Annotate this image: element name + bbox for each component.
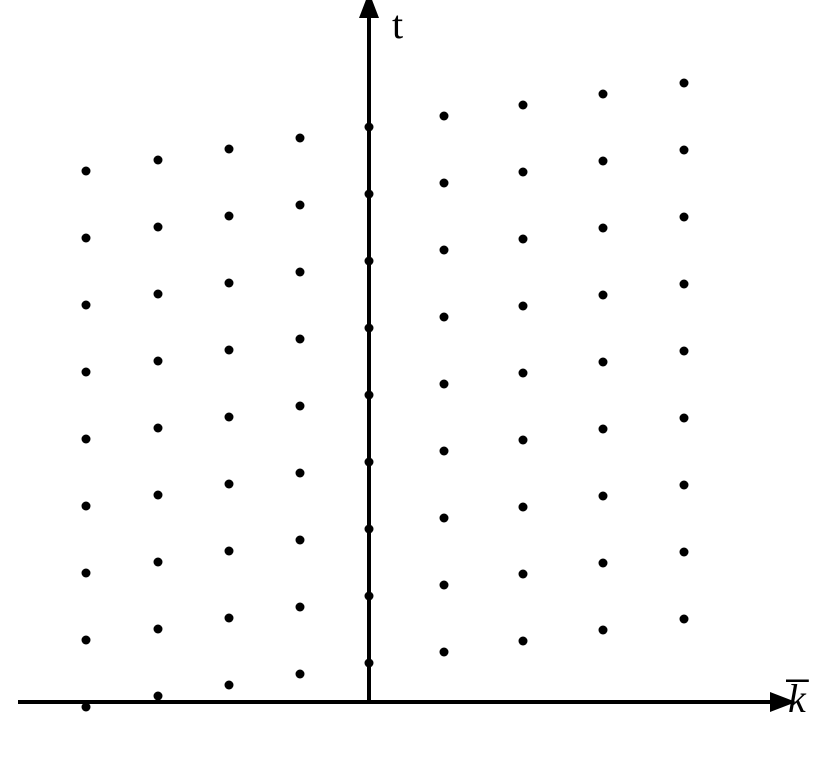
data-point: [154, 692, 163, 701]
data-point: [519, 369, 528, 378]
data-point: [296, 134, 305, 143]
data-point: [519, 570, 528, 579]
data-point: [225, 547, 234, 556]
data-point: [154, 625, 163, 634]
svg-text:k: k: [788, 676, 807, 721]
data-point: [296, 201, 305, 210]
data-point: [440, 179, 449, 188]
data-point: [154, 357, 163, 366]
data-point: [440, 112, 449, 121]
data-point: [680, 79, 689, 88]
data-point: [82, 301, 91, 310]
data-point: [599, 626, 608, 635]
data-point: [154, 223, 163, 232]
data-point: [599, 90, 608, 99]
data-point: [225, 681, 234, 690]
data-point: [680, 347, 689, 356]
data-point: [82, 435, 91, 444]
data-point: [519, 637, 528, 646]
data-point: [82, 368, 91, 377]
data-point: [225, 480, 234, 489]
data-point: [680, 414, 689, 423]
data-point: [440, 648, 449, 657]
data-point: [225, 212, 234, 221]
data-point: [82, 636, 91, 645]
data-point: [154, 558, 163, 567]
data-point: [82, 167, 91, 176]
x-axis-label: k: [786, 676, 809, 721]
data-point: [154, 491, 163, 500]
data-point: [440, 313, 449, 322]
data-point: [296, 268, 305, 277]
data-point: [82, 234, 91, 243]
data-point: [519, 101, 528, 110]
data-point: [82, 502, 91, 511]
data-point: [599, 358, 608, 367]
scatter-diagram: tk: [0, 0, 817, 766]
data-point: [680, 615, 689, 624]
data-point: [154, 290, 163, 299]
data-point: [225, 145, 234, 154]
data-point: [680, 213, 689, 222]
data-point: [440, 581, 449, 590]
data-point: [599, 157, 608, 166]
data-point: [680, 548, 689, 557]
data-point: [154, 424, 163, 433]
data-point: [82, 569, 91, 578]
data-point: [519, 235, 528, 244]
data-point: [296, 402, 305, 411]
data-point: [296, 603, 305, 612]
data-point: [154, 156, 163, 165]
data-point: [440, 514, 449, 523]
data-point: [225, 279, 234, 288]
data-point: [225, 346, 234, 355]
data-point: [680, 481, 689, 490]
data-point: [296, 335, 305, 344]
data-point: [599, 559, 608, 568]
data-point: [440, 246, 449, 255]
data-point: [519, 503, 528, 512]
data-point: [599, 224, 608, 233]
data-point: [519, 436, 528, 445]
data-point: [519, 302, 528, 311]
data-point: [296, 469, 305, 478]
data-point: [225, 614, 234, 623]
data-point: [296, 536, 305, 545]
data-point: [680, 280, 689, 289]
y-axis-label: t: [392, 2, 403, 47]
data-point: [599, 291, 608, 300]
data-point: [296, 670, 305, 679]
data-point: [599, 425, 608, 434]
data-point: [440, 380, 449, 389]
data-point: [440, 447, 449, 456]
data-point: [680, 146, 689, 155]
data-point: [225, 413, 234, 422]
data-point: [599, 492, 608, 501]
data-point: [519, 168, 528, 177]
